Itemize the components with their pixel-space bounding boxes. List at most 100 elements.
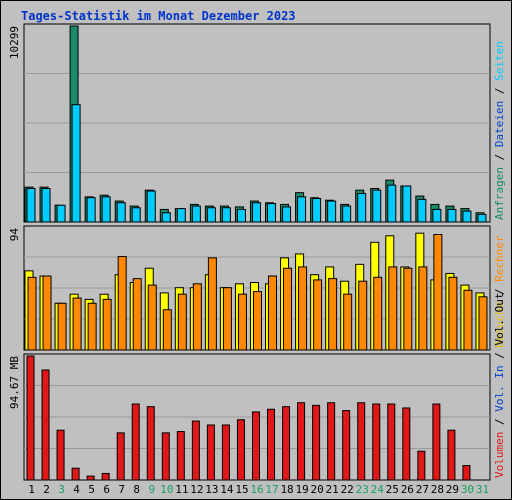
bar-rechner [192,283,202,351]
bar-rechner [177,293,187,351]
x-tick-label: 8 [133,483,140,496]
bar-dateien [161,212,171,223]
legend-separator: / [493,282,506,302]
bar-rechner [102,298,112,351]
legend-entry: Vol. Out [493,293,506,346]
x-tick-label: 22 [341,483,354,496]
legend-middle: Besuche / Rechner [493,235,506,348]
x-tick-label: 19 [295,483,308,496]
bar-dateien [206,207,216,223]
bar-dateien [297,196,307,223]
bar-rechner [27,276,37,351]
legend-entry: Dateien [493,101,506,147]
legend-entry: Volumen [493,432,506,478]
bar-rechner [57,302,67,351]
legend-separator: / [493,412,506,432]
bar-dateien [477,213,487,223]
x-tick-label: 10 [160,483,173,496]
x-tick-label: 20 [311,483,324,496]
x-tick-label: 30 [461,483,474,496]
bar-rechner [433,233,443,351]
bar-dateien [372,189,382,223]
bar-volumen [447,429,456,481]
bar-volumen [462,465,471,481]
bar-volumen [71,467,80,481]
legend-entry: Rechner [493,235,506,282]
legend-entry: Besuche [493,302,506,348]
x-tick-label: 12 [190,483,203,496]
y-max-tick-label: 94 [8,228,21,242]
bar-dateien [267,203,277,223]
x-tick-label: 1 [28,483,35,496]
bar-dateien [327,200,337,223]
bar-volumen [357,402,366,481]
legend-separator: / [493,81,506,101]
x-tick-label: 9 [148,483,155,496]
bar-rechner [237,293,247,351]
bar-dateien [221,207,231,223]
bar-rechner [418,266,428,351]
bar-volumen [101,472,110,481]
bar-rechner [147,284,157,351]
bar-rechner [283,267,293,351]
bar-volumen [402,407,411,481]
x-tick-label: 16 [250,483,263,496]
bar-dateien [26,187,36,223]
bar-volumen [161,432,170,481]
bar-dateien [312,198,322,223]
bar-dateien [146,190,156,223]
bar-rechner [448,276,458,351]
bar-volumen [116,432,125,481]
bar-rechner [268,275,278,351]
bar-volumen [312,404,321,481]
legend-entry: Seiten [493,41,506,81]
x-tick-label: 27 [416,483,429,496]
bar-rechner [388,266,398,351]
x-tick-label: 11 [175,483,188,496]
bar-rechner [403,267,413,351]
bar-volumen [282,406,291,481]
bar-dateien [357,193,367,223]
bar-volumen [342,410,351,481]
bar-rechner [373,276,383,351]
x-tick-label: 25 [386,483,399,496]
bar-volumen [251,411,260,481]
bar-volumen [176,431,185,481]
bar-rechner [42,275,52,351]
x-tick-label: 31 [476,483,489,496]
x-tick-label: 26 [401,483,414,496]
x-tick-label: 7 [118,483,125,496]
legend-entry: Anfragen [493,167,506,220]
x-tick-label: 17 [265,483,278,496]
y-max-tick-label: 10299 [8,26,21,59]
bar-rechner [162,309,172,351]
x-tick-label: 28 [431,483,444,496]
legend-top: Anfragen / Dateien / Seiten [493,41,506,220]
bar-volumen [206,424,215,481]
legend-separator: / [493,346,506,366]
bar-rechner [358,280,368,351]
chart-title: Tages-Statistik im Monat Dezember 2023 [21,9,296,23]
bar-rechner [87,302,97,351]
bar-volumen [131,403,140,481]
bar-dateien [131,207,141,223]
x-tick-label: 4 [73,483,80,496]
bar-rechner [343,293,353,351]
bar-dateien [251,202,261,223]
bar-volumen [86,475,95,481]
x-tick-label: 24 [371,483,385,496]
bar-rechner [72,297,82,351]
bar-dateien [447,208,457,223]
bar-rechner [222,287,232,351]
x-tick-label: 18 [280,483,293,496]
bar-dateien [342,205,352,223]
bar-volumen [56,429,65,481]
x-tick-label: 14 [220,483,234,496]
bar-dateien [116,202,126,223]
bar-volumen [432,403,441,481]
bar-rechner [298,266,308,351]
x-tick-label: 5 [88,483,95,496]
bar-dateien [56,204,66,223]
bar-dateien [387,184,397,223]
